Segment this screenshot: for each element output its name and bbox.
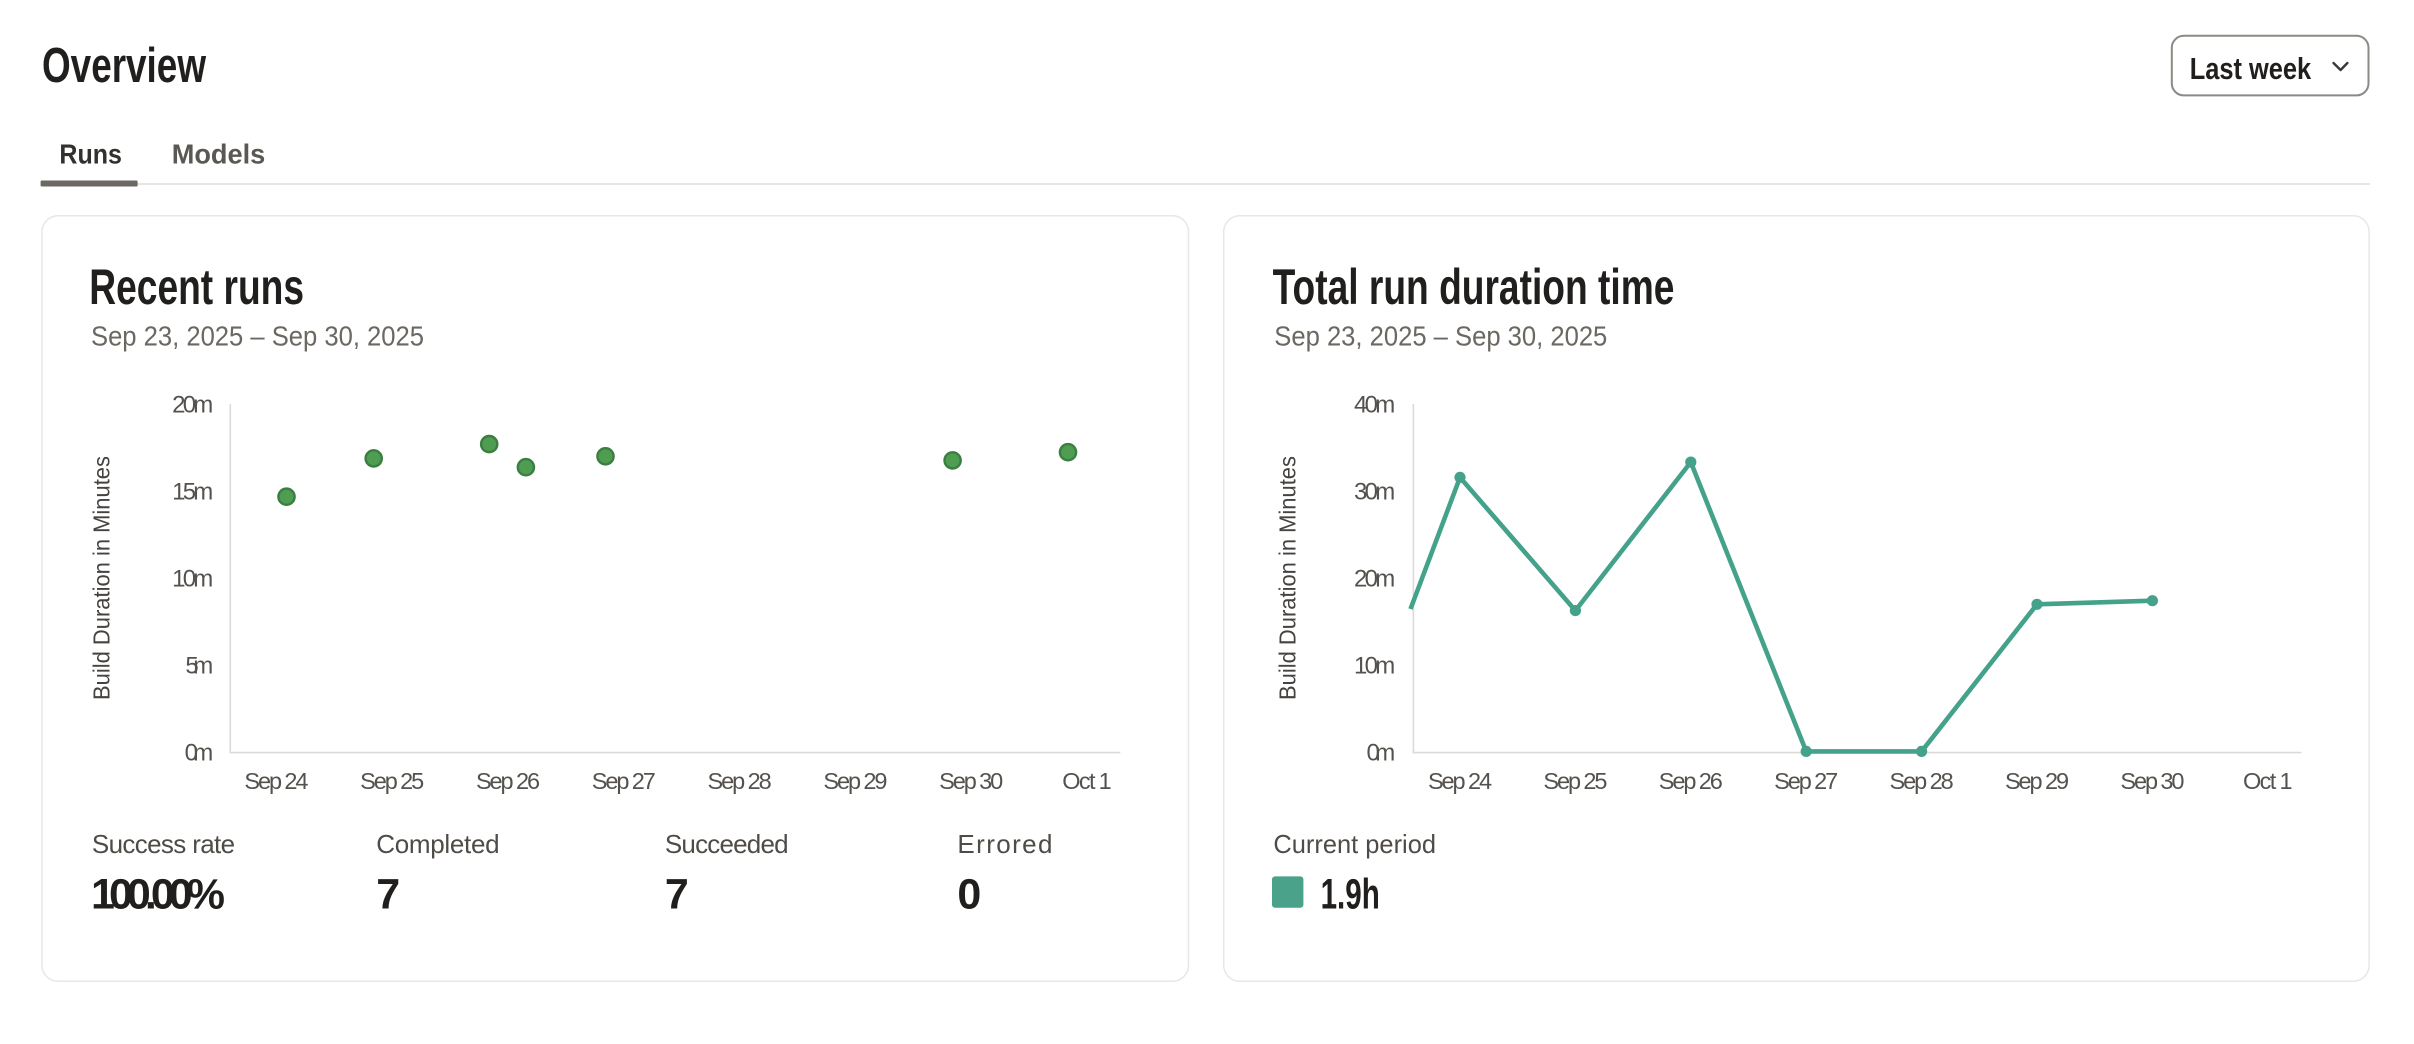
svg-text:Sep 23, 2025 – Sep 30, 2025: Sep 23, 2025 – Sep 30, 2025 xyxy=(1274,320,1607,351)
svg-text:Sep 28: Sep 28 xyxy=(1890,768,1954,794)
svg-text:15m: 15m xyxy=(172,478,213,505)
svg-text:Total run duration time: Total run duration time xyxy=(1273,259,1675,315)
svg-text:Recent runs: Recent runs xyxy=(89,259,304,315)
svg-text:Sep 27: Sep 27 xyxy=(592,768,656,794)
svg-text:Sep 29: Sep 29 xyxy=(823,768,887,794)
svg-text:Runs: Runs xyxy=(59,139,122,170)
svg-text:20m: 20m xyxy=(172,391,213,418)
svg-text:Success rate: Success rate xyxy=(92,829,235,859)
svg-text:Oct 1: Oct 1 xyxy=(2243,768,2293,794)
svg-text:Sep 24: Sep 24 xyxy=(244,768,308,794)
svg-text:Sep 30: Sep 30 xyxy=(2120,768,2184,794)
svg-text:Sep 26: Sep 26 xyxy=(1659,768,1723,794)
svg-text:Current period: Current period xyxy=(1273,829,1436,859)
svg-text:Build Duration in Minutes: Build Duration in Minutes xyxy=(1275,456,1301,700)
svg-text:1.9h: 1.9h xyxy=(1321,870,1380,918)
svg-text:Sep 24: Sep 24 xyxy=(1428,768,1492,794)
svg-text:Errored: Errored xyxy=(957,829,1052,859)
svg-text:0: 0 xyxy=(957,870,981,918)
svg-text:40m: 40m xyxy=(1354,391,1395,418)
svg-text:Sep 27: Sep 27 xyxy=(1774,768,1838,794)
svg-text:0m: 0m xyxy=(185,740,214,767)
svg-text:Sep 25: Sep 25 xyxy=(1543,768,1607,794)
svg-text:Succeeded: Succeeded xyxy=(665,829,789,859)
svg-text:Sep 29: Sep 29 xyxy=(2005,768,2069,794)
svg-text:Models: Models xyxy=(172,139,266,170)
svg-text:Sep 30: Sep 30 xyxy=(939,768,1003,794)
svg-text:30m: 30m xyxy=(1354,478,1395,505)
svg-text:Last week: Last week xyxy=(2190,51,2312,86)
svg-text:7: 7 xyxy=(376,870,400,918)
svg-text:0m: 0m xyxy=(1367,740,1396,767)
svg-text:Build Duration in Minutes: Build Duration in Minutes xyxy=(89,456,115,700)
svg-text:20m: 20m xyxy=(1354,566,1395,593)
svg-text:Sep 26: Sep 26 xyxy=(476,768,540,794)
svg-text:Sep 25: Sep 25 xyxy=(360,768,424,794)
svg-text:Completed: Completed xyxy=(376,829,499,859)
svg-text:Sep 28: Sep 28 xyxy=(708,768,772,794)
svg-text:Overview: Overview xyxy=(42,39,207,93)
svg-text:5m: 5m xyxy=(185,653,213,680)
svg-text:100.00%: 100.00% xyxy=(91,870,225,918)
svg-text:10m: 10m xyxy=(1354,653,1395,680)
svg-text:Sep 23, 2025 – Sep 30, 2025: Sep 23, 2025 – Sep 30, 2025 xyxy=(91,320,424,351)
svg-text:Oct 1: Oct 1 xyxy=(1062,768,1112,794)
svg-text:10m: 10m xyxy=(172,566,213,593)
svg-text:7: 7 xyxy=(665,870,689,918)
